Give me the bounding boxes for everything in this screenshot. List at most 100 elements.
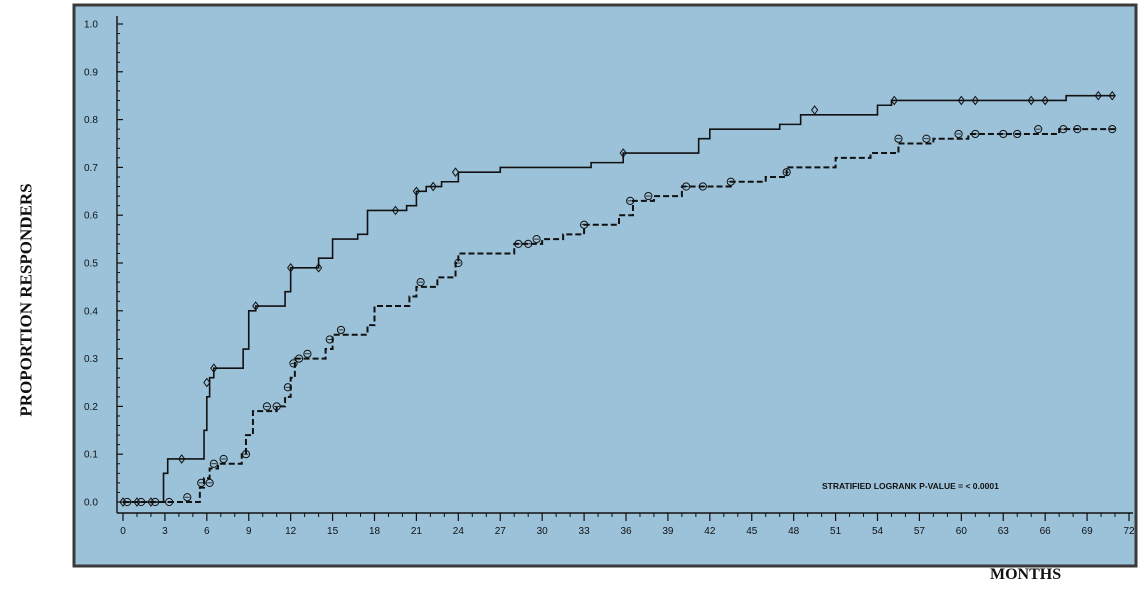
y-tick-label: 0.0 <box>84 498 98 509</box>
censor-mark-diamond <box>412 186 421 197</box>
censor-mark-diamond <box>252 301 260 311</box>
censor-mark-circle <box>151 497 160 507</box>
censor-mark-circle <box>262 402 272 411</box>
x-tick-label: 72 <box>1123 526 1135 537</box>
censor-mark-circle <box>532 235 541 244</box>
x-tick-label: 39 <box>662 526 674 537</box>
censor-mark-circle <box>289 359 298 368</box>
x-tick-label: 60 <box>956 526 968 537</box>
censor-mark-circle <box>137 497 146 507</box>
censor-mark-circle <box>681 182 691 191</box>
censor-mark-circle <box>579 220 589 229</box>
x-tick-label: 57 <box>914 526 926 537</box>
x-tick-label: 12 <box>285 526 297 537</box>
x-tick-label: 3 <box>162 526 168 537</box>
censor-mark-circle <box>1059 125 1068 134</box>
censor-mark-circle <box>123 497 132 507</box>
censor-mark-circle <box>205 478 214 487</box>
censor-mark-diamond <box>314 262 323 273</box>
x-axis-label: MONTHS <box>990 566 1062 583</box>
y-tick-label: 0.5 <box>84 259 98 270</box>
censor-mark-circle <box>283 383 292 392</box>
censor-mark-circle <box>524 239 533 248</box>
censor-mark-circle <box>782 168 791 177</box>
censor-mark-circle <box>626 196 635 205</box>
x-tick-label: 30 <box>537 526 549 537</box>
series-1-line <box>123 94 1116 503</box>
censor-mark-diamond <box>429 181 437 192</box>
y-tick-label: 0.9 <box>84 67 98 78</box>
x-tick-label: 36 <box>620 526 632 537</box>
censor-mark-circle <box>209 459 218 468</box>
x-tick-label: 42 <box>704 526 716 537</box>
censor-mark-diamond <box>119 497 127 507</box>
x-tick-label: 33 <box>579 526 591 537</box>
y-tick-label: 0.4 <box>84 306 98 317</box>
censor-mark-circle <box>303 349 312 358</box>
y-tick-label: 0.7 <box>84 163 98 174</box>
censor-mark-circle <box>698 182 707 191</box>
censor-mark-diamond <box>1041 95 1049 106</box>
censor-mark-diamond <box>210 363 218 373</box>
x-tick-label: 51 <box>830 526 842 537</box>
censor-mark-diamond <box>811 105 819 115</box>
censor-mark-circle <box>183 493 192 502</box>
censor-mark-circle <box>726 177 735 186</box>
y-tick-label: 0.2 <box>84 402 98 413</box>
x-tick-label: 15 <box>327 526 339 537</box>
censor-mark-diamond <box>178 454 186 464</box>
censor-mark-circle <box>971 129 980 139</box>
axes: 0.00.10.20.30.40.50.60.70.80.91.00 3 6 9 12 1… <box>84 16 1135 537</box>
censor-mark-circle <box>1034 125 1043 134</box>
censor-mark-circle <box>514 239 523 248</box>
x-tick-label: 21 <box>411 526 423 537</box>
x-tick-label: 0 <box>120 526 126 537</box>
series-layer <box>119 90 1117 507</box>
censor-mark-circle <box>999 129 1008 139</box>
x-tick-label: 69 <box>1082 526 1094 537</box>
y-tick-label: 0.8 <box>84 115 98 126</box>
censor-mark-circle <box>241 450 251 459</box>
x-tick-label: 48 <box>788 526 800 537</box>
censor-mark-circle <box>644 191 653 201</box>
x-tick-label: 18 <box>369 526 381 537</box>
x-tick-label: 24 <box>453 526 465 537</box>
x-tick-label: 54 <box>872 526 884 537</box>
censor-mark-diamond <box>619 148 627 158</box>
censor-mark-circle <box>454 258 463 268</box>
x-tick-label: 6 <box>204 526 210 537</box>
y-tick-label: 1.0 <box>84 20 98 31</box>
logrank-annotation: STRATIFIED LOGRANK P-VALUE = < 0.0001 <box>822 481 999 491</box>
censor-mark-diamond <box>147 497 155 507</box>
censor-mark-diamond <box>1027 95 1035 106</box>
x-tick-label: 66 <box>1040 526 1052 537</box>
censor-mark-circle <box>197 478 206 487</box>
y-tick-label: 0.6 <box>84 211 98 222</box>
plot-frame <box>72 3 1138 568</box>
censor-mark-circle <box>1013 129 1022 139</box>
censor-mark-circle <box>894 134 903 143</box>
censor-mark-diamond <box>971 95 979 106</box>
censor-mark-diamond <box>203 377 211 388</box>
censor-mark-diamond <box>133 497 141 507</box>
y-tick-label: 0.1 <box>84 450 98 461</box>
censor-mark-circle <box>165 497 174 507</box>
censor-mark-diamond <box>391 205 400 216</box>
censor-mark-diamond <box>451 167 460 178</box>
y-tick-label: 0.3 <box>84 354 98 365</box>
censor-mark-diamond <box>287 262 295 273</box>
censor-mark-diamond <box>957 95 965 106</box>
censor-mark-circle <box>336 325 346 335</box>
censor-mark-circle <box>272 402 281 411</box>
censor-mark-circle <box>219 454 228 464</box>
censor-mark-circle <box>1073 125 1082 134</box>
x-tick-label: 9 <box>246 526 252 537</box>
censor-mark-circle <box>1108 125 1117 134</box>
censor-mark-circle <box>416 278 425 287</box>
censor-mark-diamond <box>1108 90 1116 101</box>
censor-mark-diamond <box>890 95 898 106</box>
censor-mark-circle <box>325 335 334 344</box>
censor-mark-diamond <box>1094 90 1102 101</box>
x-tick-label: 45 <box>746 526 758 537</box>
